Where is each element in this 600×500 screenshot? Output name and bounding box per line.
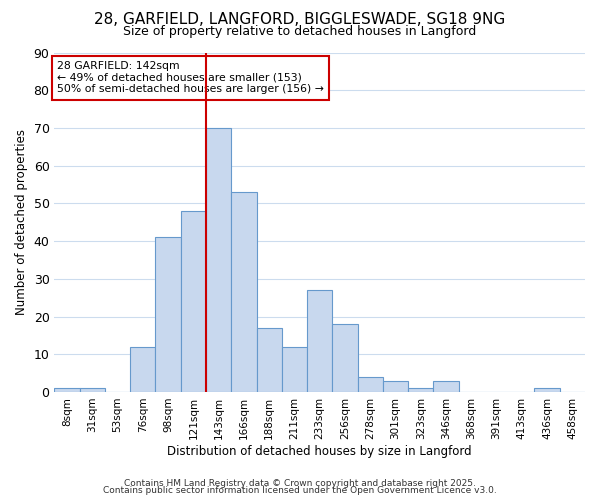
- Text: 28 GARFIELD: 142sqm
← 49% of detached houses are smaller (153)
50% of semi-detac: 28 GARFIELD: 142sqm ← 49% of detached ho…: [57, 61, 324, 94]
- Bar: [55, 388, 80, 392]
- Bar: [257, 328, 282, 392]
- Bar: [408, 388, 433, 392]
- Text: Contains public sector information licensed under the Open Government Licence v3: Contains public sector information licen…: [103, 486, 497, 495]
- Bar: [433, 380, 458, 392]
- Bar: [80, 388, 105, 392]
- Text: Contains HM Land Registry data © Crown copyright and database right 2025.: Contains HM Land Registry data © Crown c…: [124, 478, 476, 488]
- Bar: [206, 128, 231, 392]
- Bar: [332, 324, 358, 392]
- Text: Size of property relative to detached houses in Langford: Size of property relative to detached ho…: [124, 25, 476, 38]
- Bar: [307, 290, 332, 392]
- Bar: [383, 380, 408, 392]
- Text: 28, GARFIELD, LANGFORD, BIGGLESWADE, SG18 9NG: 28, GARFIELD, LANGFORD, BIGGLESWADE, SG1…: [94, 12, 506, 28]
- Bar: [535, 388, 560, 392]
- X-axis label: Distribution of detached houses by size in Langford: Distribution of detached houses by size …: [167, 444, 472, 458]
- Bar: [282, 346, 307, 392]
- Y-axis label: Number of detached properties: Number of detached properties: [15, 129, 28, 315]
- Bar: [155, 238, 181, 392]
- Bar: [130, 346, 155, 392]
- Bar: [231, 192, 257, 392]
- Bar: [181, 211, 206, 392]
- Bar: [358, 377, 383, 392]
